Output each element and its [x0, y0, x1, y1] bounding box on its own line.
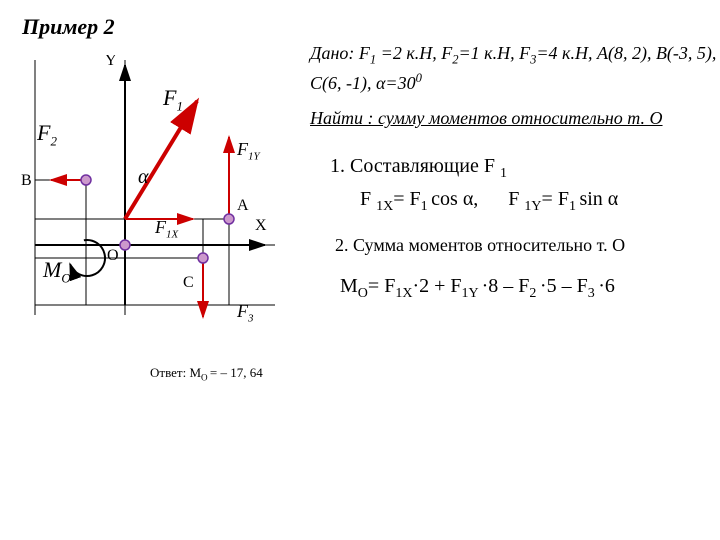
given-line2: C(6, -1), α=300: [310, 69, 716, 96]
given-line1: Дано: F1 =2 к.Н, F2=1 к.Н, F3=4 к.Н, A(8…: [310, 40, 716, 69]
svg-text:Y: Y: [105, 55, 117, 69]
step-2: 2. Сумма моментов относительно т. О: [335, 235, 625, 256]
answer-line: Ответ: MO = – 17, 64: [150, 365, 263, 383]
svg-text:C: C: [183, 274, 194, 291]
svg-text:B: B: [21, 172, 32, 189]
svg-text:F1X: F1X: [154, 217, 180, 241]
step-1: 1. Составляющие F 1: [330, 155, 507, 182]
formula-moment: MO= F1X·2 + F1Y ·8 – F2 ·5 – F3 ·6: [340, 275, 615, 302]
formula-f1y: F 1Y= F1 sin α: [508, 188, 618, 210]
example-title: Пример 2: [22, 14, 115, 40]
svg-text:F2: F2: [36, 120, 57, 149]
svg-text:F1Y: F1Y: [236, 139, 262, 163]
mechanics-diagram: YXOABCF1F2F1XF1YF3MOα: [15, 55, 295, 335]
svg-text:O: O: [107, 247, 119, 264]
diagram-container: YXOABCF1F2F1XF1YF3MOα: [15, 55, 295, 340]
svg-text:A: A: [237, 197, 249, 214]
svg-text:X: X: [255, 217, 267, 234]
given-block: Дано: F1 =2 к.Н, F2=1 к.Н, F3=4 к.Н, A(8…: [310, 40, 716, 96]
svg-text:MO: MO: [42, 257, 71, 286]
formula-f1x: F 1X= F1 cos α,: [360, 188, 478, 210]
find-line: Найти : сумму моментов относительно т. О: [310, 108, 663, 129]
page: Пример 2 Дано: F1 =2 к.Н, F2=1 к.Н, F3=4…: [0, 0, 720, 540]
svg-text:α: α: [138, 166, 149, 188]
svg-text:F1: F1: [162, 85, 183, 114]
formula-components: F 1X= F1 cos α, F 1Y= F1 sin α: [360, 188, 618, 215]
